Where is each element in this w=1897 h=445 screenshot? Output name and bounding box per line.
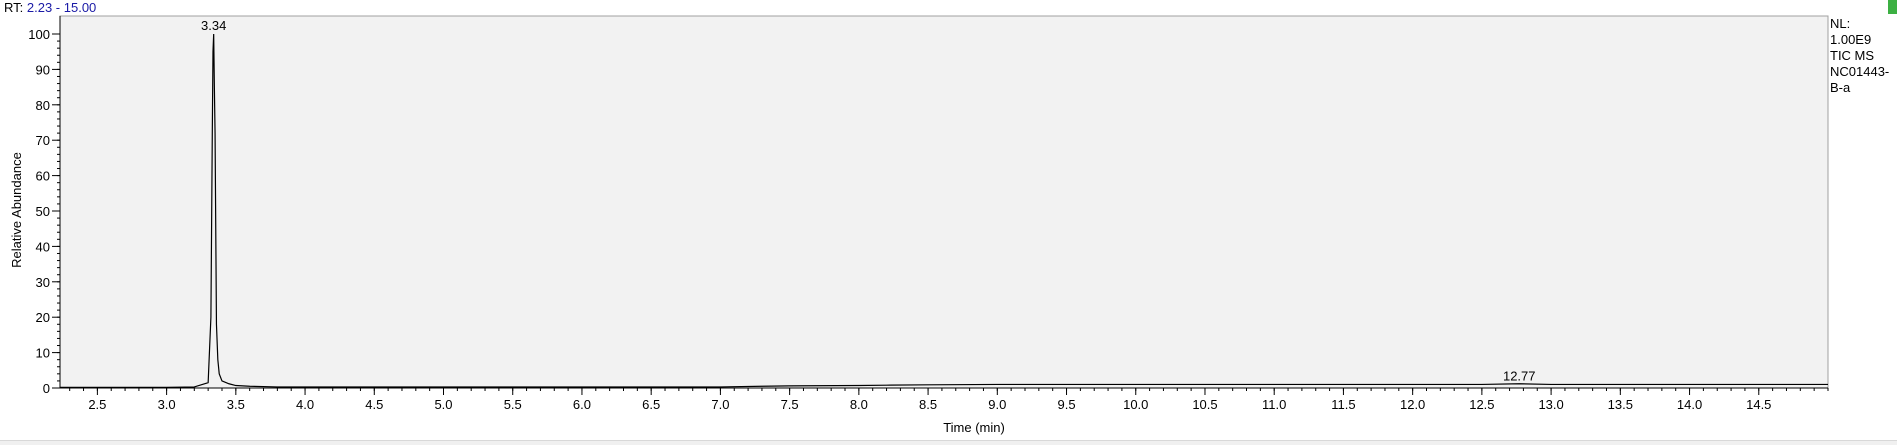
x-tick-label: 7.5 bbox=[781, 397, 799, 412]
y-tick-label: 10 bbox=[36, 346, 50, 361]
x-tick-label: 7.0 bbox=[711, 397, 729, 412]
x-tick-label: 5.0 bbox=[434, 397, 452, 412]
series-line-0 bbox=[60, 33, 1828, 388]
x-tick-label: 5.5 bbox=[504, 397, 522, 412]
x-tick-label: 10.5 bbox=[1192, 397, 1217, 412]
y-tick-label: 50 bbox=[36, 204, 50, 219]
x-tick-label: 8.5 bbox=[919, 397, 937, 412]
nl-value: 1.00E9 bbox=[1830, 32, 1872, 47]
y-tick-label: 90 bbox=[36, 62, 50, 77]
y-axis-label: Relative Abundance bbox=[9, 152, 24, 268]
y-tick-label: 40 bbox=[36, 239, 50, 254]
peak-label: 3.34 bbox=[201, 18, 226, 33]
x-tick-label: 10.0 bbox=[1123, 397, 1148, 412]
x-tick-label: 3.5 bbox=[227, 397, 245, 412]
x-tick-label: 9.5 bbox=[1057, 397, 1075, 412]
y-tick-label: 100 bbox=[28, 27, 50, 42]
normalization-annotation: NL: 1.00E9 TIC MS NC01443- B-a bbox=[1830, 16, 1896, 96]
y-tick-label: 30 bbox=[36, 275, 50, 290]
x-tick-label: 11.0 bbox=[1262, 397, 1286, 412]
nl-label: NL: bbox=[1830, 16, 1851, 31]
rt-label: RT: bbox=[4, 0, 24, 15]
x-tick-label: 14.5 bbox=[1746, 397, 1771, 412]
x-tick-label: 12.0 bbox=[1400, 397, 1425, 412]
x-tick-label: 4.5 bbox=[365, 397, 383, 412]
corner-marker-icon[interactable] bbox=[1888, 0, 1897, 14]
x-tick-label: 8.0 bbox=[850, 397, 868, 412]
x-tick-label: 9.0 bbox=[988, 397, 1006, 412]
scan-type: TIC MS bbox=[1830, 48, 1875, 63]
rt-range-readout: RT: 2.23 - 15.00 bbox=[4, 0, 96, 15]
x-axis-label: Time (min) bbox=[943, 420, 1005, 435]
plot-area[interactable] bbox=[59, 15, 1829, 389]
x-tick-label: 2.5 bbox=[88, 397, 106, 412]
y-tick-label: 70 bbox=[36, 133, 50, 148]
x-tick-label: 4.0 bbox=[296, 397, 314, 412]
x-tick-label: 6.5 bbox=[642, 397, 660, 412]
x-tick-label: 3.0 bbox=[158, 397, 176, 412]
rt-range-value: 2.23 - 15.00 bbox=[26, 0, 97, 15]
peak-label: 12.77 bbox=[1503, 368, 1536, 383]
sample-name: NC01443- bbox=[1830, 64, 1890, 79]
y-tick-label: 60 bbox=[36, 169, 50, 184]
x-tick-label: 14.0 bbox=[1677, 397, 1702, 412]
x-tick-label: 13.5 bbox=[1608, 397, 1633, 412]
y-tick-label: 80 bbox=[36, 98, 50, 113]
x-tick-label: 12.5 bbox=[1469, 397, 1494, 412]
bottom-border bbox=[0, 440, 1897, 445]
y-tick-label: 0 bbox=[43, 381, 50, 396]
x-tick-label: 6.0 bbox=[573, 397, 591, 412]
x-tick-label: 13.0 bbox=[1538, 397, 1563, 412]
x-tick-label: 11.5 bbox=[1331, 397, 1355, 412]
y-tick-label: 20 bbox=[36, 310, 50, 325]
sample-suffix: B-a bbox=[1830, 80, 1851, 95]
